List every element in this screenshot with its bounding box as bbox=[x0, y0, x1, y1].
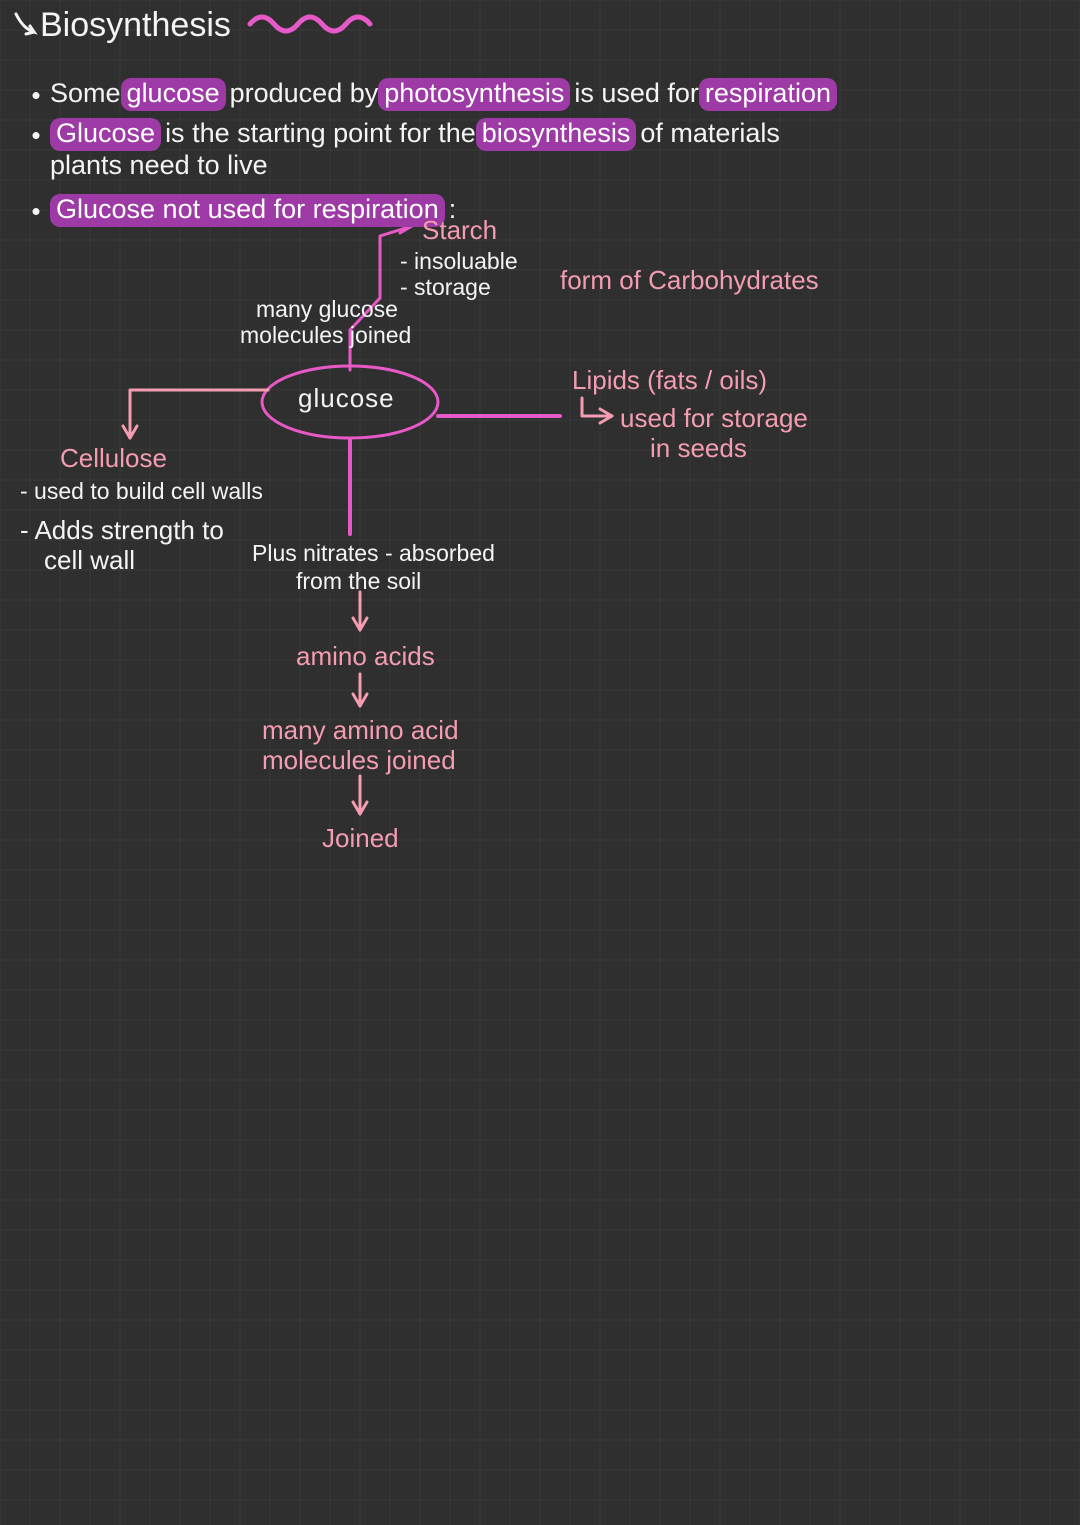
diagram-center-label: glucose bbox=[298, 384, 395, 414]
diagram-node-plus_nit2: from the soil bbox=[296, 568, 421, 594]
bullet-text: plants need to live bbox=[50, 150, 268, 181]
page-title: Biosynthesis bbox=[40, 6, 231, 45]
diagram-node-many_amino2: molecules joined bbox=[262, 746, 456, 776]
diagram-node-amino: amino acids bbox=[296, 642, 435, 672]
diagram-node-starch_title: Starch bbox=[422, 216, 497, 246]
highlighted-term: Glucose not used for respiration bbox=[50, 194, 445, 227]
diagram-node-lipids_sub1: used for storage bbox=[620, 404, 808, 434]
diagram-node-cell_l2b: cell wall bbox=[44, 546, 135, 576]
highlighted-term: Glucose bbox=[50, 118, 161, 151]
diagram-node-plus_nit1: Plus nitrates - absorbed bbox=[252, 540, 495, 566]
diagram-node-many_glu2: molecules joined bbox=[240, 322, 411, 348]
bullet-text: is used for bbox=[574, 78, 699, 109]
diagram-node-lipids_sub2: in seeds bbox=[650, 434, 747, 464]
diagram-node-starch_l2a: - storage bbox=[400, 274, 491, 300]
highlighted-term: glucose bbox=[121, 78, 226, 111]
notebook-grid bbox=[0, 0, 1080, 1525]
diagram-node-cell_l2a: - Adds strength to bbox=[20, 516, 224, 546]
diagram-node-many_glu1: many glucose bbox=[256, 296, 398, 322]
bullet-text: of materials bbox=[640, 118, 780, 149]
diagram-node-cell_l1: - used to build cell walls bbox=[20, 478, 263, 504]
highlighted-term: respiration bbox=[699, 78, 837, 111]
diagram-node-joined: Joined bbox=[322, 824, 399, 854]
highlighted-term: biosynthesis bbox=[476, 118, 637, 151]
diagram-node-lipids: Lipids (fats / oils) bbox=[572, 366, 767, 396]
bullet-text: Some bbox=[50, 78, 121, 109]
diagram-node-starch_l2b: form of Carbohydrates bbox=[560, 266, 819, 296]
bullet-text: is the starting point for the bbox=[165, 118, 476, 149]
diagram-node-many_amino1: many amino acid bbox=[262, 716, 459, 746]
diagram-node-starch_l1: - insoluable bbox=[400, 248, 518, 274]
highlighted-term: photosynthesis bbox=[378, 78, 570, 111]
diagram-node-cellulose: Cellulose bbox=[60, 444, 167, 474]
bullet-text: produced by bbox=[230, 78, 379, 109]
